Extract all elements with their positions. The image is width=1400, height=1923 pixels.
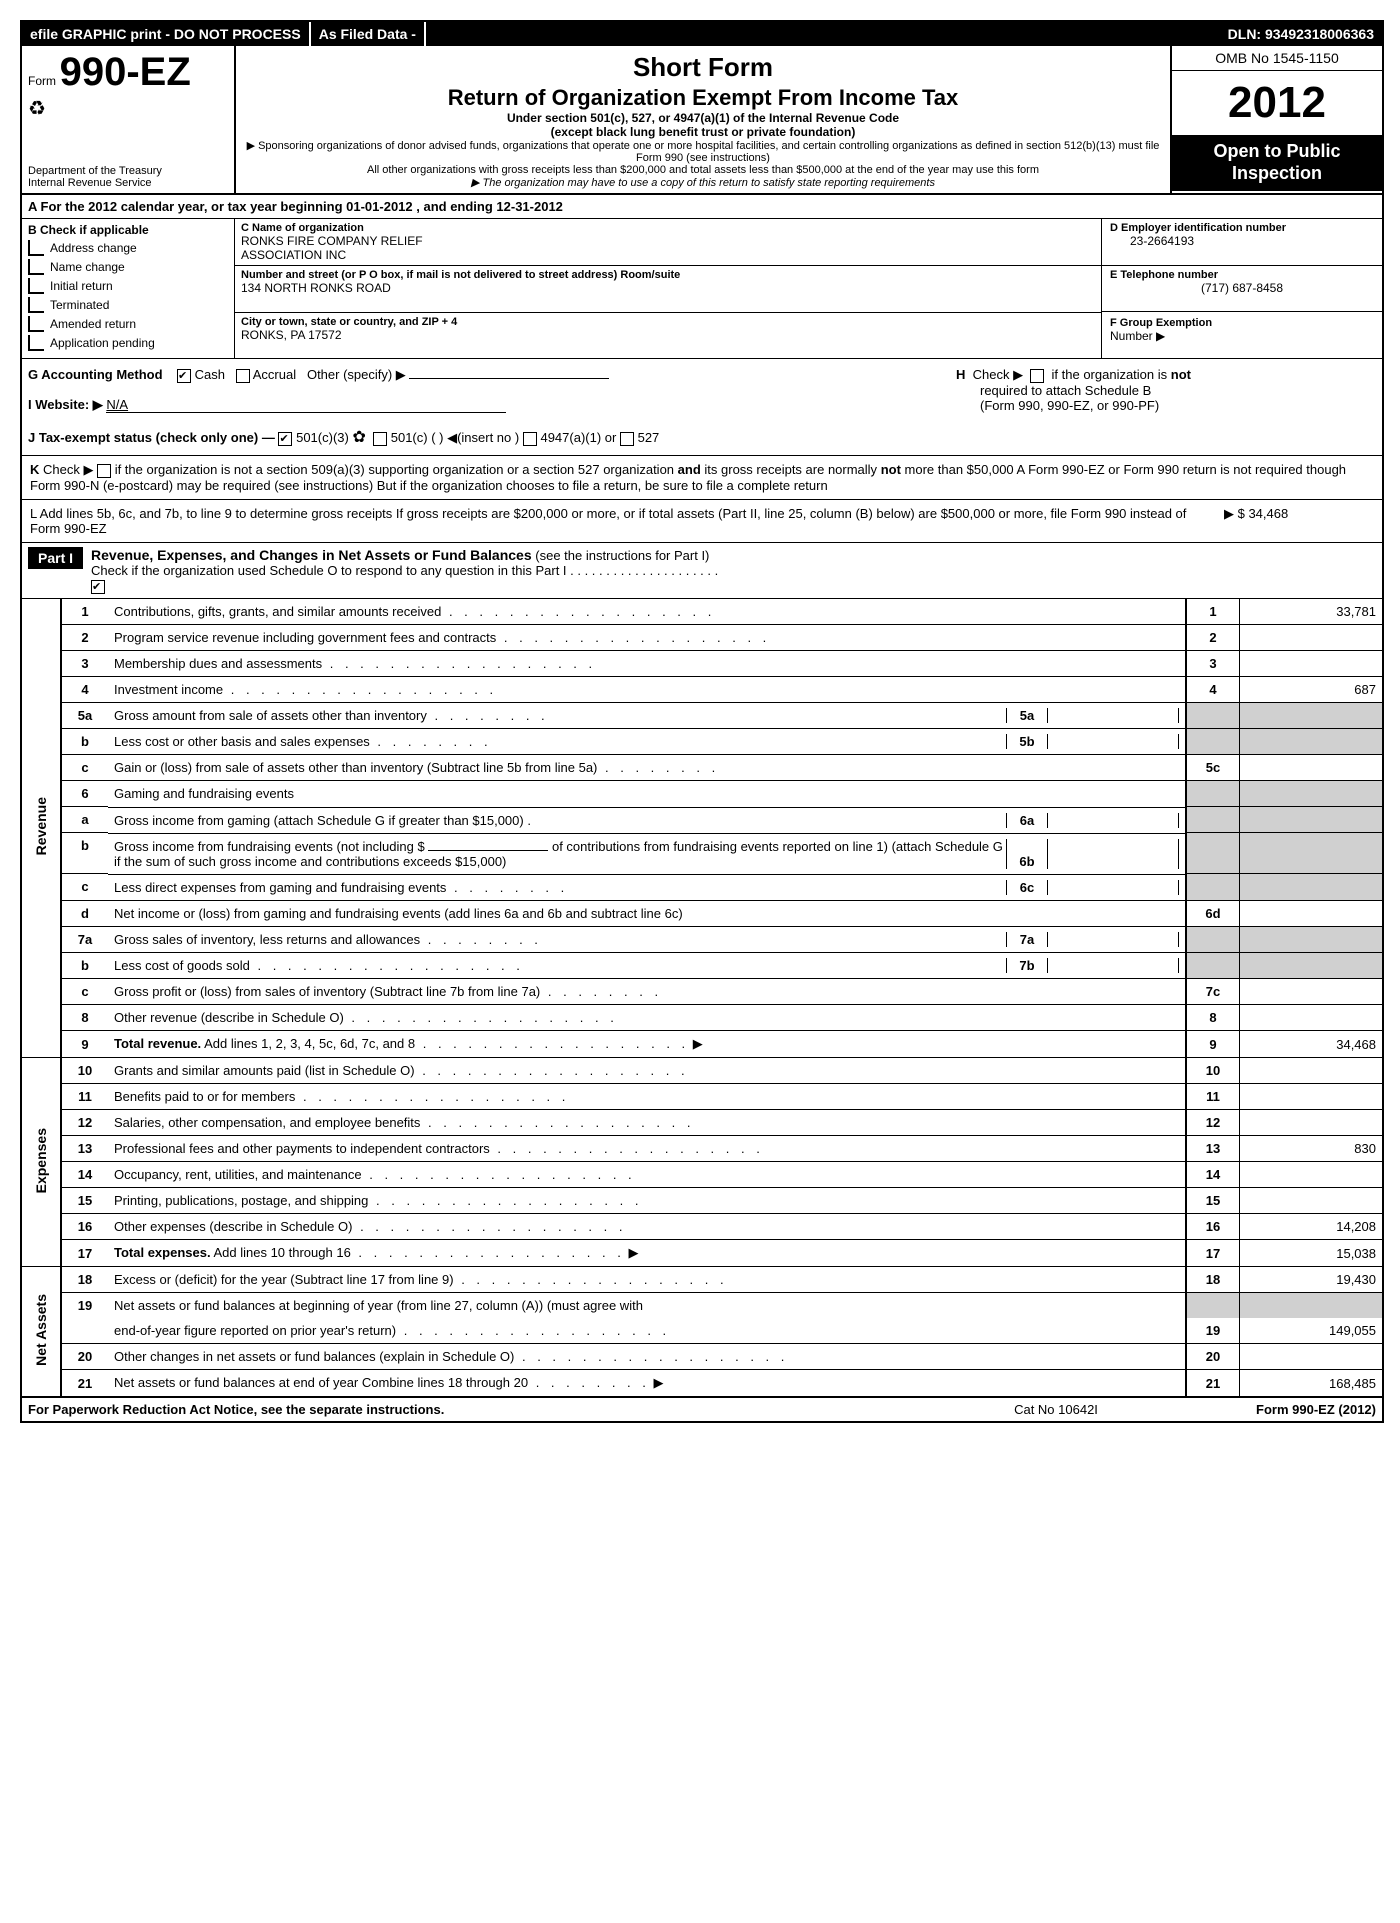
section-l-text: L Add lines 5b, 6c, and 7b, to line 9 to… bbox=[30, 506, 1214, 536]
phone-cell: E Telephone number (717) 687-8458 bbox=[1102, 266, 1382, 313]
part-1-header: Part I Revenue, Expenses, and Changes in… bbox=[22, 543, 1382, 599]
asfiled-label: As Filed Data - bbox=[309, 22, 426, 46]
checkbox-amended-return[interactable]: Amended return bbox=[28, 316, 228, 332]
checkbox-schedule-b[interactable] bbox=[1030, 369, 1044, 383]
entity-block: B Check if applicable Address change Nam… bbox=[22, 219, 1382, 359]
line-1-value: 33,781 bbox=[1240, 599, 1383, 625]
checkbox-4947[interactable] bbox=[523, 432, 537, 446]
form-title: Return of Organization Exempt From Incom… bbox=[244, 85, 1162, 111]
note-2: All other organizations with gross recei… bbox=[244, 164, 1162, 176]
part-1-checkline: Check if the organization used Schedule … bbox=[91, 563, 1376, 578]
line-9-value: 34,468 bbox=[1240, 1031, 1383, 1058]
section-c: C Name of organization RONKS FIRE COMPAN… bbox=[235, 219, 1101, 358]
ghi-left: G Accounting Method Cash Accrual Other (… bbox=[28, 367, 916, 447]
efile-label: efile GRAPHIC print - DO NOT PROCESS bbox=[22, 22, 309, 46]
checkbox-address-change[interactable]: Address change bbox=[28, 240, 228, 256]
checkbox-k[interactable] bbox=[97, 464, 111, 478]
line-17-value: 15,038 bbox=[1240, 1240, 1383, 1267]
netassets-label: Net Assets bbox=[33, 1290, 49, 1370]
section-l-amount: ▶ $ 34,468 bbox=[1214, 506, 1374, 536]
checkbox-name-change[interactable]: Name change bbox=[28, 259, 228, 275]
section-h: H Check ▶ if the organization is not req… bbox=[956, 367, 1376, 447]
section-k: K Check ▶ if the organization is not a s… bbox=[22, 456, 1382, 500]
part-1-badge: Part I bbox=[28, 547, 83, 569]
tax-year: 2012 bbox=[1172, 71, 1382, 135]
part-1-title: Revenue, Expenses, and Changes in Net As… bbox=[91, 547, 532, 563]
note-3: ▶ The organization may have to use a cop… bbox=[244, 176, 1162, 189]
right-info-col: D Employer identification number 23-2664… bbox=[1101, 219, 1382, 358]
short-form-label: Short Form bbox=[244, 52, 1162, 83]
footer-center: Cat No 10642I bbox=[956, 1402, 1156, 1417]
checkbox-501c[interactable] bbox=[373, 432, 387, 446]
checkbox-application-pending[interactable]: Application pending bbox=[28, 335, 228, 351]
part-1-suffix: (see the instructions for Part I) bbox=[535, 548, 709, 563]
expenses-label: Expenses bbox=[33, 1124, 49, 1197]
group-exemption-cell: F Group Exemption Number ▶ bbox=[1102, 312, 1382, 358]
omb-number: OMB No 1545-1150 bbox=[1172, 46, 1382, 71]
revenue-label: Revenue bbox=[33, 793, 49, 859]
open-public: Open to Public Inspection bbox=[1172, 135, 1382, 190]
form-header: Form 990-EZ ♻ Department of the Treasury… bbox=[22, 46, 1382, 195]
note-1: ▶ Sponsoring organizations of donor advi… bbox=[244, 139, 1162, 164]
footer-right: Form 990-EZ (2012) bbox=[1156, 1402, 1376, 1417]
line-19-value: 149,055 bbox=[1240, 1318, 1383, 1344]
calendar-year-line: A For the 2012 calendar year, or tax yea… bbox=[22, 195, 1382, 218]
line-4-value: 687 bbox=[1240, 676, 1383, 702]
checkbox-527[interactable] bbox=[620, 432, 634, 446]
form-number: 990-EZ bbox=[60, 50, 191, 94]
row-a: A For the 2012 calendar year, or tax yea… bbox=[22, 195, 1382, 219]
website-value: N/A bbox=[106, 397, 506, 413]
checkbox-initial-return[interactable]: Initial return bbox=[28, 278, 228, 294]
checkbox-terminated[interactable]: Terminated bbox=[28, 297, 228, 313]
form-990ez: efile GRAPHIC print - DO NOT PROCESS As … bbox=[20, 20, 1384, 1423]
footer-left: For Paperwork Reduction Act Notice, see … bbox=[28, 1402, 956, 1417]
part-1-table: Revenue 1 Contributions, gifts, grants, … bbox=[22, 599, 1382, 1397]
line-21-value: 168,485 bbox=[1240, 1370, 1383, 1397]
section-b-checkboxes: B Check if applicable Address change Nam… bbox=[22, 219, 235, 358]
header-right: OMB No 1545-1150 2012 Open to Public Ins… bbox=[1170, 46, 1382, 193]
checkbox-cash[interactable] bbox=[177, 369, 191, 383]
city-cell: City or town, state or country, and ZIP … bbox=[235, 313, 1101, 359]
section-j: J Tax-exempt status (check only one) — 5… bbox=[28, 427, 916, 447]
section-l: L Add lines 5b, 6c, and 7b, to line 9 to… bbox=[22, 500, 1382, 543]
subtitle-1: Under section 501(c), 527, or 4947(a)(1)… bbox=[244, 111, 1162, 125]
recycle-icon: ♻ bbox=[28, 96, 46, 121]
ein-cell: D Employer identification number 23-2664… bbox=[1102, 219, 1382, 266]
header-left: Form 990-EZ ♻ Department of the Treasury… bbox=[22, 46, 236, 193]
section-i: I Website: ▶ N/A bbox=[28, 397, 916, 413]
dln-label: DLN: 93492318006363 bbox=[1220, 22, 1382, 46]
top-bar: efile GRAPHIC print - DO NOT PROCESS As … bbox=[22, 22, 1382, 46]
page-footer: For Paperwork Reduction Act Notice, see … bbox=[22, 1396, 1382, 1421]
line-16-value: 14,208 bbox=[1240, 1214, 1383, 1240]
section-b-label: B Check if applicable bbox=[28, 223, 228, 237]
section-ghi: G Accounting Method Cash Accrual Other (… bbox=[22, 359, 1382, 456]
subtitle-2: (except black lung benefit trust or priv… bbox=[244, 125, 1162, 139]
org-name-cell: C Name of organization RONKS FIRE COMPAN… bbox=[235, 219, 1101, 266]
section-g: G Accounting Method Cash Accrual Other (… bbox=[28, 367, 916, 383]
checkbox-accrual[interactable] bbox=[236, 369, 250, 383]
other-specify-line[interactable] bbox=[409, 378, 609, 379]
checkbox-501c3[interactable] bbox=[278, 432, 292, 446]
line-18-value: 19,430 bbox=[1240, 1267, 1383, 1293]
dept-block: Department of the Treasury Internal Reve… bbox=[28, 165, 162, 189]
form-prefix: Form bbox=[28, 74, 56, 88]
line-13-value: 830 bbox=[1240, 1136, 1383, 1162]
street-cell: Number and street (or P O box, if mail i… bbox=[235, 266, 1101, 313]
checkbox-schedule-o[interactable] bbox=[91, 580, 105, 594]
header-center: Short Form Return of Organization Exempt… bbox=[236, 46, 1170, 193]
